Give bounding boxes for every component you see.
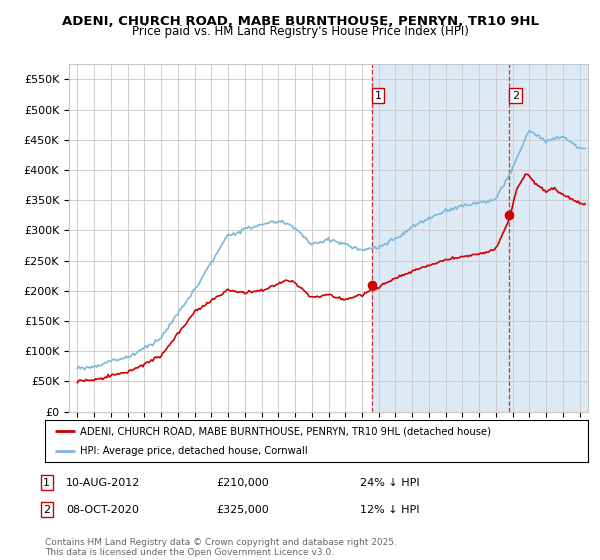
- Text: 2: 2: [43, 505, 50, 515]
- Text: 2: 2: [512, 91, 519, 101]
- Text: Price paid vs. HM Land Registry's House Price Index (HPI): Price paid vs. HM Land Registry's House …: [131, 25, 469, 38]
- Text: 08-OCT-2020: 08-OCT-2020: [66, 505, 139, 515]
- Text: 1: 1: [43, 478, 50, 488]
- Text: 24% ↓ HPI: 24% ↓ HPI: [360, 478, 419, 488]
- Text: Contains HM Land Registry data © Crown copyright and database right 2025.
This d: Contains HM Land Registry data © Crown c…: [45, 538, 397, 557]
- Text: £325,000: £325,000: [216, 505, 269, 515]
- Text: ADENI, CHURCH ROAD, MABE BURNTHOUSE, PENRYN, TR10 9HL (detached house): ADENI, CHURCH ROAD, MABE BURNTHOUSE, PEN…: [80, 426, 491, 436]
- Text: ADENI, CHURCH ROAD, MABE BURNTHOUSE, PENRYN, TR10 9HL: ADENI, CHURCH ROAD, MABE BURNTHOUSE, PEN…: [62, 15, 539, 27]
- Text: £210,000: £210,000: [216, 478, 269, 488]
- Bar: [372, 64, 588, 412]
- Text: 12% ↓ HPI: 12% ↓ HPI: [360, 505, 419, 515]
- Text: 1: 1: [374, 91, 382, 101]
- Text: HPI: Average price, detached house, Cornwall: HPI: Average price, detached house, Corn…: [80, 446, 308, 456]
- Text: 10-AUG-2012: 10-AUG-2012: [66, 478, 140, 488]
